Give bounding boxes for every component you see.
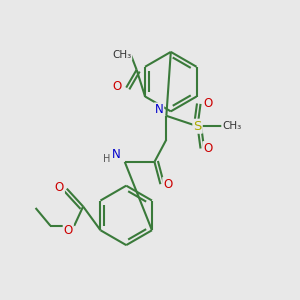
- Text: CH₃: CH₃: [112, 50, 131, 60]
- Text: O: O: [113, 80, 122, 93]
- Text: N: N: [111, 148, 120, 161]
- Text: O: O: [203, 142, 213, 155]
- Text: O: O: [203, 98, 213, 110]
- Text: H: H: [103, 154, 111, 164]
- Text: CH₃: CH₃: [222, 121, 242, 131]
- Text: O: O: [55, 181, 64, 194]
- Text: O: O: [163, 178, 172, 191]
- Text: N: N: [154, 103, 163, 116]
- Text: O: O: [64, 224, 73, 237]
- Text: S: S: [194, 120, 202, 133]
